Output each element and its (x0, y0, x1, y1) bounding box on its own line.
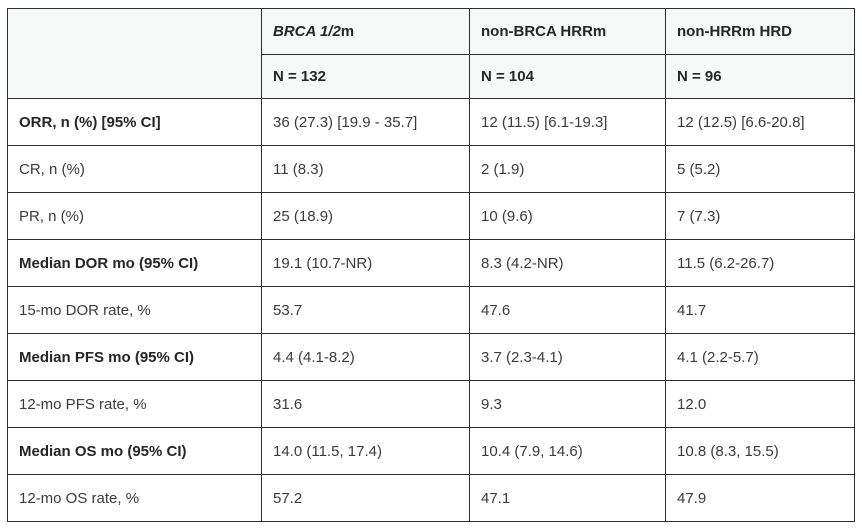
column-header-nonhrrm-hrd: non-HRRm HRD (665, 8, 855, 55)
n-count-brca12m: N = 132 (261, 54, 470, 99)
median-dor-nonbrca-hrrm: 8.3 (4.2-NR) (469, 239, 666, 287)
row-label-os-rate: 12-mo OS rate, % (7, 474, 262, 522)
os-rate-nonhrrm-hrd: 47.9 (665, 474, 855, 522)
dor-rate-brca12m: 53.7 (261, 286, 470, 334)
row-label-pr: PR, n (%) (7, 192, 262, 240)
row-label-median-os: Median OS mo (95% CI) (7, 427, 262, 475)
table-row-os-rate: 12-mo OS rate, % 57.2 47.1 47.9 (7, 474, 855, 522)
row-label-orr: ORR, n (%) [95% CI] (7, 98, 262, 146)
table-row-median-os: Median OS mo (95% CI) 14.0 (11.5, 17.4) … (7, 427, 855, 475)
os-rate-brca12m: 57.2 (261, 474, 470, 522)
median-os-brca12m: 14.0 (11.5, 17.4) (261, 427, 470, 475)
table-row-median-pfs: Median PFS mo (95% CI) 4.4 (4.1-8.2) 3.7… (7, 333, 855, 381)
table-row-cr: CR, n (%) 11 (8.3) 2 (1.9) 5 (5.2) (7, 145, 855, 193)
median-pfs-nonbrca-hrrm: 3.7 (2.3-4.1) (469, 333, 666, 381)
efficacy-results-table: BRCA 1/2m non-BRCA HRRm non-HRRm HRD N =… (7, 8, 855, 522)
cr-brca12m: 11 (8.3) (261, 145, 470, 193)
orr-brca12m: 36 (27.3) [19.9 - 35.7] (261, 98, 470, 146)
table-row-pfs-rate: 12-mo PFS rate, % 31.6 9.3 12.0 (7, 380, 855, 428)
row-label-dor-rate: 15-mo DOR rate, % (7, 286, 262, 334)
column-header-brca12m-rest: m (340, 23, 355, 40)
cr-nonhrrm-hrd: 5 (5.2) (665, 145, 855, 193)
pr-brca12m: 25 (18.9) (261, 192, 470, 240)
column-header-brca12m-italic: BRCA 1/2 (273, 23, 341, 40)
table-row-dor-rate: 15-mo DOR rate, % 53.7 47.6 41.7 (7, 286, 855, 334)
pr-nonbrca-hrrm: 10 (9.6) (469, 192, 666, 240)
column-header-nonbrca-hrrm: non-BRCA HRRm (469, 8, 666, 55)
pr-nonhrrm-hrd: 7 (7.3) (665, 192, 855, 240)
median-os-nonbrca-hrrm: 10.4 (7.9, 14.6) (469, 427, 666, 475)
header-row-n: N = 132 N = 104 N = 96 (8, 54, 855, 99)
orr-nonbrca-hrrm: 12 (11.5) [6.1-19.3] (469, 98, 666, 146)
pfs-rate-nonhrrm-hrd: 12.0 (665, 380, 855, 428)
median-pfs-brca12m: 4.4 (4.1-8.2) (261, 333, 470, 381)
row-label-pfs-rate: 12-mo PFS rate, % (7, 380, 262, 428)
pfs-rate-brca12m: 31.6 (261, 380, 470, 428)
header-corner-cell (7, 8, 262, 99)
table-row-median-dor: Median DOR mo (95% CI) 19.1 (10.7-NR) 8.… (7, 239, 855, 287)
os-rate-nonbrca-hrrm: 47.1 (469, 474, 666, 522)
dor-rate-nonbrca-hrrm: 47.6 (469, 286, 666, 334)
n-count-nonhrrm-hrd: N = 96 (665, 54, 855, 99)
column-header-brca12m: BRCA 1/2m (261, 8, 470, 55)
median-os-nonhrrm-hrd: 10.8 (8.3, 15.5) (665, 427, 855, 475)
median-dor-brca12m: 19.1 (10.7-NR) (261, 239, 470, 287)
row-label-median-dor: Median DOR mo (95% CI) (7, 239, 262, 287)
orr-nonhrrm-hrd: 12 (12.5) [6.6-20.8] (665, 98, 855, 146)
n-count-nonbrca-hrrm: N = 104 (469, 54, 666, 99)
cr-nonbrca-hrrm: 2 (1.9) (469, 145, 666, 193)
median-pfs-nonhrrm-hrd: 4.1 (2.2-5.7) (665, 333, 855, 381)
pfs-rate-nonbrca-hrrm: 9.3 (469, 380, 666, 428)
row-label-median-pfs: Median PFS mo (95% CI) (7, 333, 262, 381)
median-dor-nonhrrm-hrd: 11.5 (6.2-26.7) (665, 239, 855, 287)
table-row-pr: PR, n (%) 25 (18.9) 10 (9.6) 7 (7.3) (7, 192, 855, 240)
row-label-cr: CR, n (%) (7, 145, 262, 193)
table-row-orr: ORR, n (%) [95% CI] 36 (27.3) [19.9 - 35… (7, 98, 855, 146)
header-row-groups: BRCA 1/2m non-BRCA HRRm non-HRRm HRD (7, 8, 855, 99)
dor-rate-nonhrrm-hrd: 41.7 (665, 286, 855, 334)
